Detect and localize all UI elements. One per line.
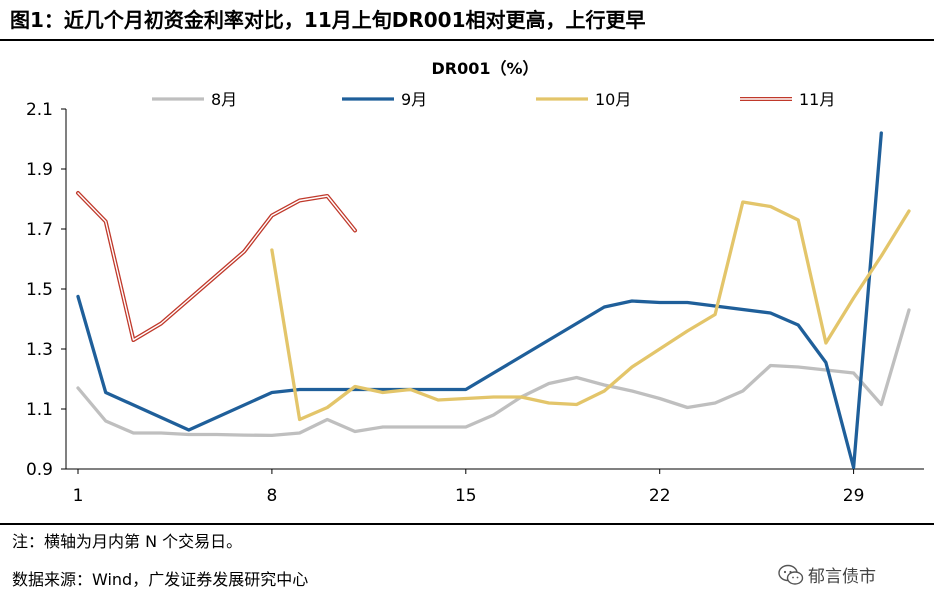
y-tick-label: 1.5 xyxy=(26,280,53,300)
x-tick-label: 8 xyxy=(266,486,277,506)
legend-label: 11月 xyxy=(799,90,835,109)
title-divider xyxy=(0,39,934,41)
wechat-icon xyxy=(778,564,804,585)
y-tick-label: 1.7 xyxy=(26,220,53,240)
legend-item: 11月 xyxy=(740,90,835,109)
legend-item: 10月 xyxy=(536,90,631,109)
figure-title: 图1：近几个月初资金利率对比，11月上旬DR001相对更高，上行更早 xyxy=(10,8,646,32)
x-tick-label: 1 xyxy=(73,486,84,506)
legend-item: 8月 xyxy=(152,90,237,109)
axis-note: 注：横轴为月内第 N 个交易日。 xyxy=(12,532,243,551)
x-tick-label: 15 xyxy=(455,486,477,506)
y-tick-label: 0.9 xyxy=(26,460,53,480)
legend: 8月 9月 10月 11月 xyxy=(152,90,835,109)
series-line-9月 xyxy=(76,131,883,470)
chart: DR001（%） 8月 9月 10月 11月 0.9 1.1 1.3 1.5 1.7 1.9 2.… xyxy=(26,59,924,506)
source-note: 数据来源：Wind，广发证券发展研究中心 xyxy=(12,570,309,589)
legend-label: 8月 xyxy=(211,90,237,109)
y-tick-label: 1.9 xyxy=(26,160,53,180)
legend-label: 9月 xyxy=(401,90,427,109)
watermark: 郁言债市 xyxy=(778,562,876,587)
series-line-8月 xyxy=(76,308,911,438)
series-line-11月-inner xyxy=(77,192,356,341)
y-tick-label: 1.1 xyxy=(26,400,53,420)
series-line-10月 xyxy=(270,200,911,422)
watermark-text: 郁言债市 xyxy=(808,567,876,587)
y-tick-label: 1.3 xyxy=(26,340,53,360)
x-tick-label: 22 xyxy=(649,486,671,506)
legend-label: 10月 xyxy=(595,90,631,109)
y-tick-label: 2.1 xyxy=(26,100,53,120)
legend-item: 9月 xyxy=(342,90,427,109)
chart-title: DR001（%） xyxy=(431,59,538,78)
x-tick-label: 29 xyxy=(843,486,865,506)
footer-divider xyxy=(0,523,934,525)
series-line-11月 xyxy=(76,191,357,342)
plot-area: 0.9 1.1 1.3 1.5 1.7 1.9 2.1 1 8 15 22 29 xyxy=(26,100,924,506)
